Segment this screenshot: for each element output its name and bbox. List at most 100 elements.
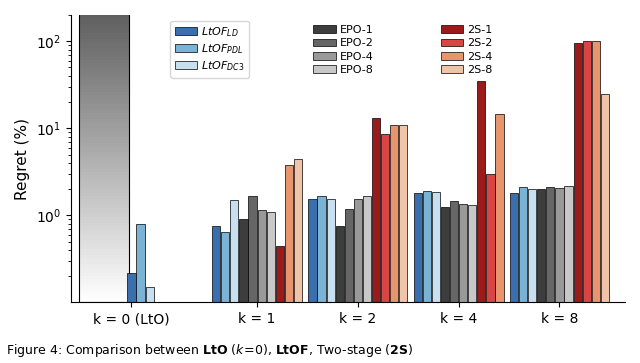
Bar xyxy=(79,146,129,148)
Bar xyxy=(79,175,129,178)
Bar xyxy=(79,19,129,21)
Bar xyxy=(79,184,129,187)
Bar xyxy=(136,224,145,302)
Bar xyxy=(79,279,129,282)
Bar xyxy=(79,172,129,175)
Bar xyxy=(79,208,129,211)
Bar xyxy=(79,285,129,288)
Bar xyxy=(79,113,129,116)
Bar xyxy=(582,41,591,363)
Bar xyxy=(573,43,582,363)
Bar xyxy=(79,63,129,66)
Bar xyxy=(414,193,422,363)
Bar xyxy=(79,24,129,27)
Bar xyxy=(221,232,229,363)
Bar xyxy=(79,234,129,237)
Bar xyxy=(79,54,129,57)
Bar xyxy=(459,204,467,363)
Bar xyxy=(79,66,129,69)
Bar xyxy=(248,196,257,363)
Bar xyxy=(390,125,398,363)
Bar xyxy=(79,225,129,229)
Bar xyxy=(79,169,129,172)
Bar xyxy=(79,299,129,302)
Bar xyxy=(79,140,129,143)
Bar xyxy=(79,196,129,199)
Bar xyxy=(79,101,129,104)
Bar xyxy=(79,83,129,86)
Bar xyxy=(79,137,129,140)
Bar xyxy=(79,211,129,214)
Bar xyxy=(79,36,129,39)
Bar xyxy=(326,199,335,363)
Bar xyxy=(79,27,129,30)
Bar xyxy=(79,181,129,184)
Bar xyxy=(423,191,431,363)
Bar xyxy=(79,72,129,75)
Bar xyxy=(79,125,129,128)
Bar xyxy=(317,196,326,363)
Bar xyxy=(79,95,129,98)
Bar xyxy=(79,220,129,223)
Bar xyxy=(79,190,129,193)
Bar xyxy=(592,41,600,363)
Bar xyxy=(79,119,129,122)
Bar xyxy=(79,246,129,249)
Bar xyxy=(468,205,476,363)
Bar xyxy=(345,208,353,363)
Bar xyxy=(79,166,129,169)
Bar xyxy=(230,200,239,363)
Bar xyxy=(79,178,129,181)
Bar xyxy=(79,110,129,113)
Bar xyxy=(79,81,129,83)
Bar xyxy=(372,118,380,363)
Bar xyxy=(79,282,129,285)
Bar xyxy=(79,57,129,60)
Bar xyxy=(257,210,266,363)
Bar xyxy=(79,255,129,258)
Bar xyxy=(79,202,129,205)
Bar xyxy=(79,264,129,267)
Bar xyxy=(79,252,129,255)
Bar xyxy=(79,134,129,137)
Bar xyxy=(294,159,302,363)
Bar xyxy=(79,258,129,261)
Bar xyxy=(79,60,129,63)
Bar xyxy=(564,187,573,363)
Bar xyxy=(79,232,129,234)
Bar xyxy=(79,240,129,243)
Legend: 2S-1, 2S-2, 2S-4, 2S-8: 2S-1, 2S-2, 2S-4, 2S-8 xyxy=(436,21,497,79)
Bar xyxy=(79,12,129,16)
Bar xyxy=(145,287,154,302)
Bar xyxy=(537,189,545,363)
Bar xyxy=(399,125,407,363)
Bar xyxy=(79,193,129,196)
Bar xyxy=(79,107,129,110)
Bar xyxy=(79,291,129,294)
Bar xyxy=(79,51,129,54)
Text: Figure 4: Comparison between $\mathbf{LtO}$ ($k\!=\!0$), $\mathbf{LtOF}$, Two-st: Figure 4: Comparison between $\mathbf{Lt… xyxy=(6,342,413,359)
Bar xyxy=(79,243,129,246)
Bar xyxy=(79,89,129,92)
Bar xyxy=(239,219,248,363)
Bar xyxy=(79,39,129,42)
Bar xyxy=(79,270,129,273)
Bar xyxy=(79,30,129,33)
Bar xyxy=(79,155,129,158)
Bar xyxy=(79,122,129,125)
Bar xyxy=(79,288,129,291)
Bar xyxy=(79,152,129,155)
Bar xyxy=(79,116,129,119)
Bar xyxy=(308,199,317,363)
Bar xyxy=(79,187,129,190)
Bar xyxy=(528,189,536,363)
Bar xyxy=(79,163,129,166)
Bar xyxy=(601,94,609,363)
Bar xyxy=(79,249,129,252)
Bar xyxy=(127,273,136,302)
Bar xyxy=(267,212,275,363)
Bar xyxy=(441,207,449,363)
Bar xyxy=(335,226,344,363)
Bar xyxy=(363,196,371,363)
Bar xyxy=(79,160,129,163)
